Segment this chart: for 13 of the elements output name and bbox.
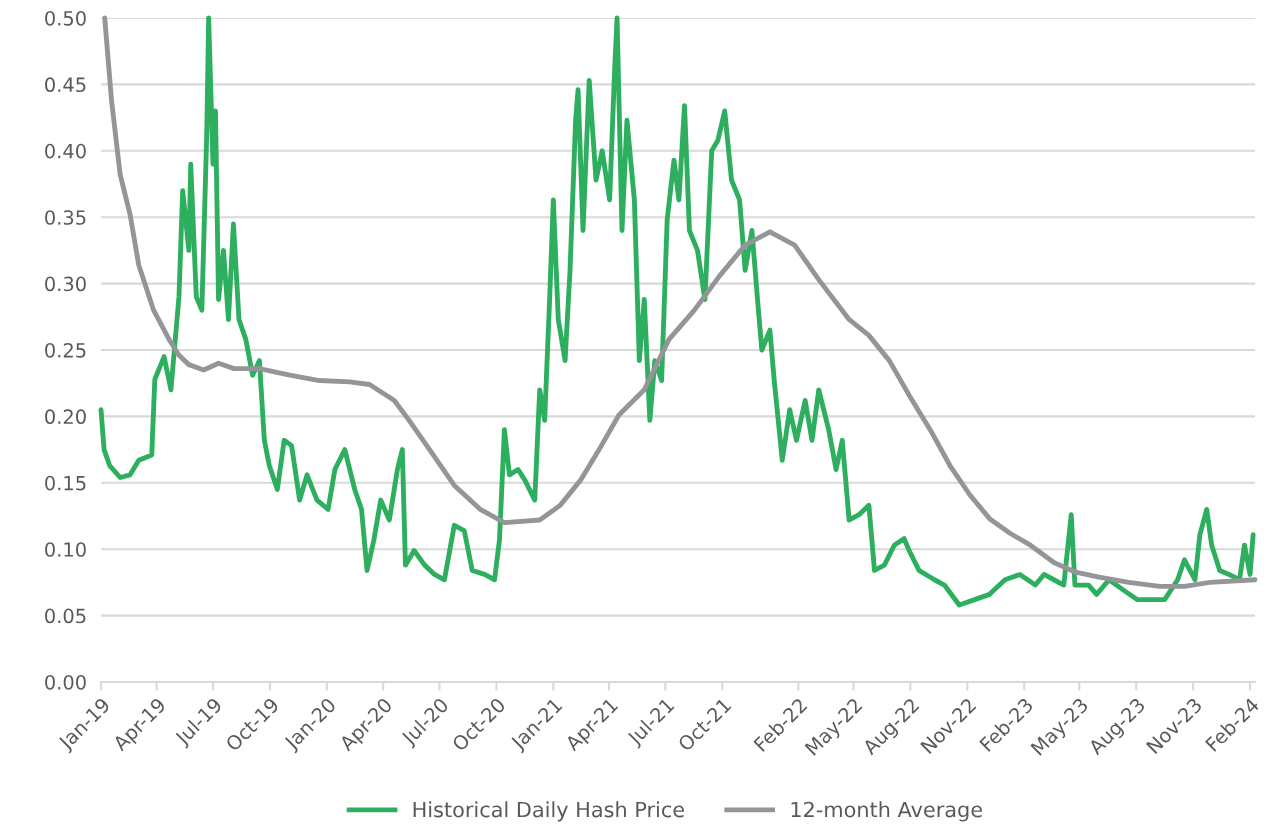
y-tick-label: 0.50	[45, 10, 86, 26]
y-tick-label: 0.45	[45, 77, 86, 93]
y-tick-label: 0.20	[45, 409, 86, 425]
y-tick-label: 0.15	[45, 475, 86, 491]
y-tick-label: 0.35	[45, 210, 86, 225]
y-tick-label: 0.05	[45, 608, 86, 624]
y-tick-label: 0.25	[45, 342, 86, 358]
y-tick-label: 0.30	[45, 276, 86, 292]
y-tick-label: 0.40	[45, 143, 86, 159]
legend-label: Historical Daily Hash Price	[413, 801, 685, 822]
legend-label: 12-month Average	[791, 801, 982, 822]
y-tick-label: 0.10	[45, 542, 86, 557]
y-tick-label: 0.00	[45, 674, 86, 690]
